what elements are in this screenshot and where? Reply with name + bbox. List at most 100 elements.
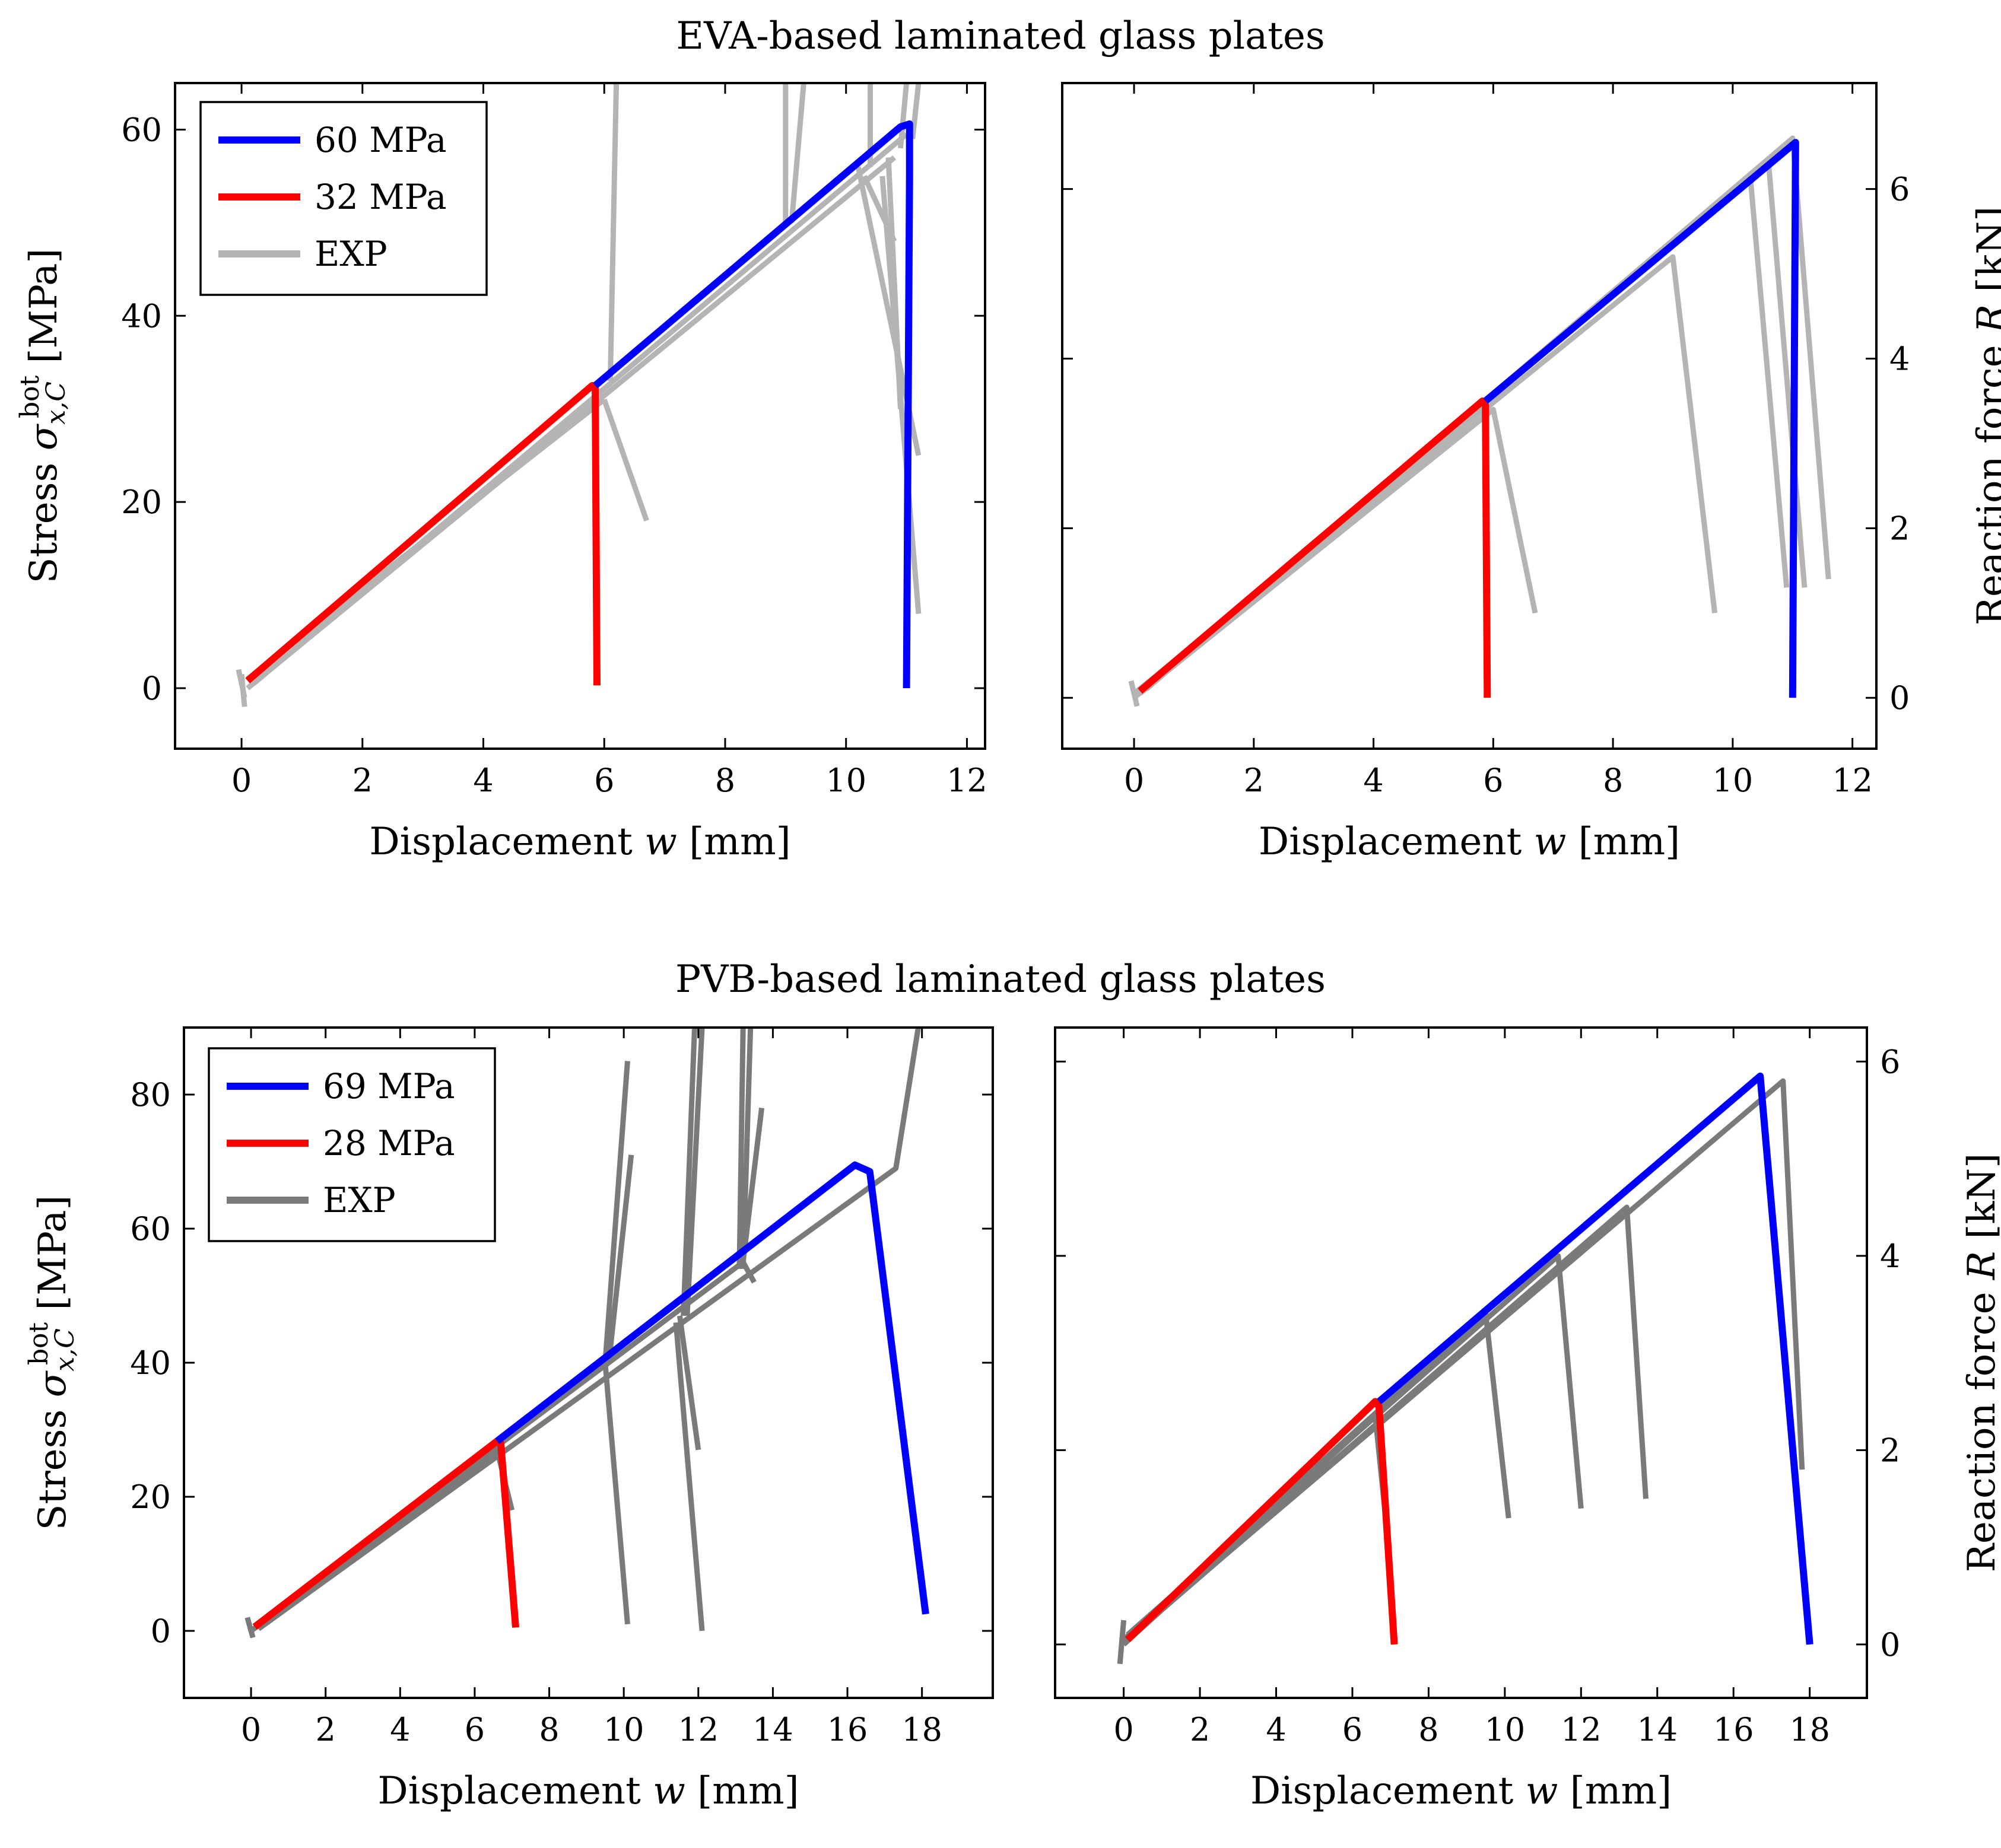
pvb-stress-xtick-label: 10: [604, 1711, 644, 1748]
pvb-stress-series-exp-line-4: [602, 1061, 630, 1363]
pvb-force-xtick-label: 0: [1113, 1711, 1133, 1748]
pvb-stress-xlabel: Displacement w [mm]: [377, 1769, 799, 1813]
pvb-force-frame: [1054, 1026, 1868, 1699]
pvb-stress-series-exp-line-8: [681, 1028, 697, 1316]
pvb-stress-legend-label: EXP: [323, 1180, 396, 1220]
eva-stress-ytick-label: 0: [142, 670, 162, 707]
pvb-force-xtick-label: 18: [1789, 1711, 1830, 1748]
pvb-force-series-28-mpa-line-0: [1125, 1398, 1398, 1645]
pvb-stress-series-exp-line-9: [684, 1028, 705, 1316]
eva-force-xtick-label: 2: [1244, 762, 1264, 799]
pvb-stress-xtick-label: 14: [752, 1711, 793, 1748]
pvb-stress-ytick-label: 60: [130, 1210, 171, 1248]
eva-stress-series-32-mpa-line-0: [245, 382, 601, 686]
eva-force-xtick-label: 10: [1713, 762, 1754, 799]
eva-stress-chart: 0 2 4 6 8 10 12 0 20 40 60 Displacement w [mm] Stres…: [15, 82, 987, 864]
eva-force-xtick-label: 4: [1363, 762, 1383, 799]
pvb-stress-ytick-label: 80: [130, 1076, 171, 1114]
eva-force-ytick-label: 6: [1889, 171, 1910, 208]
pvb-stress-ytick-label: 20: [130, 1478, 171, 1516]
eva-force-plot-area: [1128, 135, 1831, 707]
eva-stress-series-exp-line-4: [607, 83, 620, 381]
pvb-force-xtick-label: 2: [1190, 1711, 1210, 1748]
pvb-force-ylabel: Reaction force R [kN]: [1960, 1153, 2001, 1572]
pvb-stress-legend-label: 69 MPa: [323, 1066, 455, 1106]
pvb-stress-series-exp-line-13: [244, 1617, 256, 1639]
eva-stress-series-exp-line-13: [885, 157, 903, 409]
eva-force-series-exp-line-0: [1132, 406, 1538, 700]
eva-stress-series-exp-line-15: [239, 674, 247, 707]
pvb-stress-xtick-label: 18: [901, 1711, 942, 1748]
pvb-stress-chart: 0 2 4 6 8 10 12 14 16 18 0 20 40 60 80 Displacement w […: [24, 1026, 994, 1813]
pvb-stress-legend: 69 MPa 28 MPa EXP: [208, 1047, 496, 1242]
eva-stress-xtick-label: 8: [715, 762, 735, 799]
pvb-stress-series-exp-line-2: [256, 1028, 921, 1631]
pvb-force-ytick-label: 4: [1880, 1238, 1900, 1275]
pvb-force-xtick-label: 4: [1266, 1711, 1286, 1748]
pvb-stress-xtick-label: 6: [465, 1711, 485, 1748]
pvb-stress-series-exp-line-10: [736, 1028, 746, 1269]
eva-stress-xtick-label: 10: [825, 762, 866, 799]
pvb-force-xtick-label: 12: [1561, 1711, 1602, 1748]
eva-stress-series-exp-line-10: [910, 83, 922, 139]
eva-stress-plot-area: [236, 83, 922, 707]
eva-force-ytick-label: 2: [1889, 510, 1910, 547]
pvb-stress-series-exp-line-5: [606, 1154, 634, 1363]
pvb-stress-series-exp-line-7: [676, 1315, 701, 1451]
pvb-force-xtick-label: 10: [1484, 1711, 1525, 1748]
eva-force-series-exp-line-5: [1128, 680, 1140, 707]
pvb-stress-series-exp-line-12: [740, 1108, 765, 1263]
eva-force-xtick-label: 6: [1483, 762, 1503, 799]
pvb-stress-xtick-label: 0: [241, 1711, 261, 1748]
eva-stress-xlabel: Displacement w [mm]: [369, 820, 790, 864]
pvb-force-series-69-mpa-line-0: [1377, 1072, 1813, 1645]
pvb-stress-plot-area: [244, 1028, 929, 1639]
eva-stress-legend-label: EXP: [315, 234, 388, 274]
eva-stress-frame: [174, 82, 986, 750]
eva-stress-xtick-label: 2: [352, 762, 373, 799]
eva-stress-ylabel: Stress σx,Cbot [MPa]: [15, 249, 71, 584]
eva-stress-xtick-label: 6: [594, 762, 614, 799]
eva-force-series-60-mpa-line-0: [1483, 139, 1799, 698]
pvb-force-xtick-label: 6: [1342, 1711, 1362, 1748]
eva-stress-legend-label: 32 MPa: [315, 177, 447, 217]
pvb-force-xtick-label: 16: [1713, 1711, 1754, 1748]
eva-force-ylabel: Reaction force R [kN]: [1970, 206, 2001, 625]
eva-stress-series-exp-line-9: [897, 83, 910, 149]
eva-force-frame: [1061, 82, 1878, 750]
eva-stress-xtick-label: 12: [946, 762, 987, 799]
eva-force-chart: 0 2 4 6 8 10 12 0 2 4 6 Displacement w [mm] Reaction…: [1061, 82, 2001, 864]
pvb-force-series-exp-line-4: [1129, 1078, 1805, 1637]
pvb-force-xlabel: Displacement w [mm]: [1250, 1769, 1672, 1813]
pvb-force-ytick-label: 6: [1880, 1043, 1900, 1080]
eva-force-ytick-label: 0: [1889, 679, 1910, 717]
eva-stress-ytick-label: 20: [121, 484, 162, 521]
eva-force-xtick-label: 8: [1603, 762, 1623, 799]
pvb-stress-xtick-label: 4: [390, 1711, 410, 1748]
eva-stress-legend-label: 60 MPa: [315, 120, 447, 160]
eva-stress-xtick-label: 0: [231, 762, 252, 799]
eva-stress-ytick-label: 60: [121, 111, 162, 148]
pvb-force-xtick-label: 14: [1637, 1711, 1678, 1748]
eva-stress-legend: 60 MPa 32 MPa EXP: [199, 101, 488, 296]
pvb-stress-ytick-label: 40: [130, 1344, 171, 1382]
pvb-force-xtick-label: 8: [1418, 1711, 1438, 1748]
pvb-stress-series-exp-line-11: [740, 1028, 754, 1269]
eva-stress-series-exp-line-3: [601, 399, 649, 521]
eva-stress-series-60-mpa-line-0: [593, 120, 913, 689]
eva-stress-series-exp-line-12: [789, 83, 806, 223]
pvb-force-ytick-label: 0: [1880, 1626, 1900, 1663]
eva-stress-xtick-label: 4: [473, 762, 493, 799]
eva-force-series-32-mpa-line-0: [1138, 397, 1491, 698]
pvb-stress-series-exp-line-3: [602, 1362, 630, 1625]
pvb-stress-legend-label: 28 MPa: [323, 1123, 455, 1163]
pvb-stress-xtick-label: 8: [539, 1711, 559, 1748]
pvb-force-series-exp-line-5: [1117, 1620, 1127, 1665]
eva-stress-series-exp-line-2: [252, 132, 909, 686]
pvb-force-chart: 0 2 4 6 8 10 12 14 16 18 0 2 4 6 Displacement w [mm] Re…: [1054, 1026, 2001, 1813]
eva-force-xtick-label: 12: [1832, 762, 1873, 799]
pvb-stress-xtick-label: 16: [827, 1711, 868, 1748]
pvb-stress-series-69-mpa-line-0: [494, 1161, 929, 1615]
pvb-stress-xtick-label: 12: [678, 1711, 719, 1748]
